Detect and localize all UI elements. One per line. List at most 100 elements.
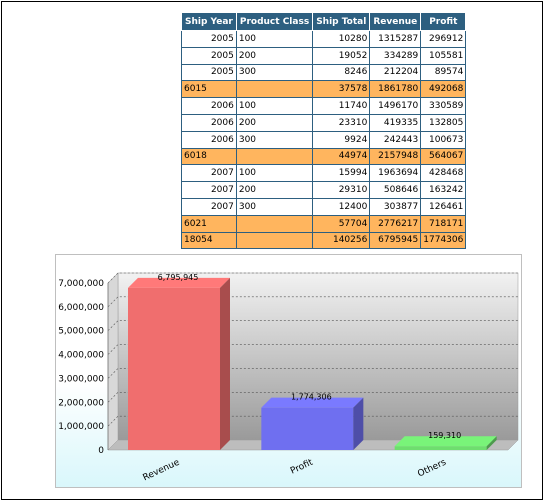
header-profit[interactable]: Profit (420, 12, 467, 31)
header-ship-year[interactable]: Ship Year (181, 12, 237, 31)
header-revenue[interactable]: Revenue (369, 12, 422, 31)
subtotal-row: 18054 140256 6795945 1774306 (181, 231, 467, 250)
bar-others-top (394, 436, 497, 447)
table-row: 2005 300 8246 212204 89574 (181, 63, 467, 82)
x-category-label: Others (416, 458, 448, 480)
bar-others-front (394, 446, 487, 450)
cell-ship-total: 37578 (312, 80, 371, 99)
data-label: 159,310 (428, 431, 461, 440)
cell-ship-year: 2007 (181, 197, 237, 216)
cell-ship-year: 2007 (181, 181, 237, 199)
cell-ship-total: 8246 (312, 63, 371, 82)
cell-product-class: 100 (235, 164, 314, 183)
cell-ship-total: 15994 (312, 164, 371, 183)
subtotal-row: 6021 57704 2776217 718171 (181, 214, 467, 233)
cell-revenue: 2157948 (369, 147, 422, 166)
cell-profit: 428468 (420, 164, 467, 183)
cell-profit: 564067 (420, 147, 467, 166)
cell-ship-total: 10280 (312, 30, 371, 48)
cell-ship-total: 140256 (312, 231, 371, 250)
plot-left-wall (107, 272, 119, 451)
table-row: 2007 300 12400 303877 126461 (181, 197, 467, 216)
gridline (107, 415, 518, 427)
cell-profit: 296912 (420, 30, 467, 48)
cell-revenue: 1315287 (369, 30, 422, 48)
cell-product-class (235, 147, 314, 166)
cell-revenue: 6795945 (369, 231, 422, 250)
cell-profit: 1774306 (420, 231, 467, 250)
cell-profit: 100673 (420, 130, 467, 149)
data-label: 6,795,945 (158, 273, 199, 282)
table-row: 2007 200 29310 508646 163242 (181, 181, 467, 199)
header-product-class[interactable]: Product Class (235, 12, 314, 31)
subtotal-row: 6018 44974 2157948 564067 (181, 147, 467, 166)
cell-profit: 330589 (420, 97, 467, 115)
cell-product-class: 200 (235, 113, 314, 132)
cell-ship-year: 2005 (181, 63, 237, 82)
y-tick-label: 3,000,000 (58, 374, 104, 384)
cell-revenue: 2776217 (369, 214, 422, 233)
report-table: Ship Year Product Class Ship Total Reven… (181, 12, 467, 250)
bar-revenue-front (128, 287, 220, 450)
cell-product-class: 100 (235, 97, 314, 115)
table-row: 2005 100 10280 1315287 296912 (181, 30, 467, 48)
cell-revenue: 508646 (369, 181, 422, 199)
cell-product-class: 100 (235, 30, 314, 48)
gridline (107, 272, 518, 284)
table-body: 2005 100 10280 1315287 296912 2005 200 19052 334… (181, 30, 467, 250)
chart-panel: 0 1,000,000 2,000,000 3,000,000 4,000,000 5,0… (55, 254, 522, 488)
cell-ship-year: 2006 (181, 97, 237, 115)
cell-revenue: 1496170 (369, 97, 422, 115)
cell-ship-year: 2006 (181, 113, 237, 132)
subtotal-row: 6015 37578 1861780 492068 (181, 80, 467, 99)
cell-ship-year: 6021 (181, 214, 237, 233)
y-tick-label: 1,000,000 (58, 422, 104, 432)
cell-profit: 89574 (420, 63, 467, 82)
gridline (107, 391, 518, 403)
cell-profit: 126461 (420, 197, 467, 216)
gridline (107, 344, 518, 355)
cell-product-class: 200 (235, 181, 314, 199)
cell-profit: 718171 (420, 214, 467, 233)
cell-ship-year: 2006 (181, 130, 237, 149)
x-category-label: Revenue (142, 457, 182, 483)
bar-profit-front (261, 407, 354, 450)
table-row: 2005 200 19052 334289 105581 (181, 46, 467, 65)
cell-revenue: 419335 (369, 113, 422, 132)
bar-profit-side (353, 397, 364, 450)
data-label: 1,774,306 (291, 393, 332, 402)
y-tick-label: 7,000,000 (58, 279, 104, 289)
table-row: 2006 300 9924 242443 100673 (181, 130, 467, 149)
cell-revenue: 334289 (369, 46, 422, 65)
cell-ship-year: 6018 (181, 147, 237, 166)
cell-ship-total: 9924 (312, 130, 371, 149)
cell-profit: 105581 (420, 46, 467, 65)
cell-product-class: 300 (235, 197, 314, 216)
x-category-label: Profit (289, 457, 315, 476)
cell-ship-total: 29310 (312, 181, 371, 199)
gridline (107, 320, 518, 331)
cell-ship-year: 2005 (181, 46, 237, 65)
cell-profit: 132805 (420, 113, 467, 132)
cell-product-class: 300 (235, 63, 314, 82)
cell-ship-year: 2007 (181, 164, 237, 183)
y-tick-label: 4,000,000 (58, 351, 104, 361)
cell-ship-year: 18054 (181, 231, 237, 250)
bar-revenue-top (128, 277, 230, 288)
bar-revenue-side (220, 277, 230, 450)
cell-revenue: 1963694 (369, 164, 422, 183)
gridline (107, 296, 518, 308)
cell-revenue: 212204 (369, 63, 422, 82)
cell-ship-total: 11740 (312, 97, 371, 115)
table-row: 2007 100 15994 1963694 428468 (181, 164, 467, 183)
gridline (107, 368, 518, 379)
cell-revenue: 303877 (369, 197, 422, 216)
header-ship-total[interactable]: Ship Total (312, 12, 371, 31)
y-tick-label: 6,000,000 (58, 303, 104, 313)
cell-ship-total: 12400 (312, 197, 371, 216)
cell-profit: 163242 (420, 181, 467, 199)
y-tick-label: 2,000,000 (58, 398, 104, 408)
cell-product-class (235, 214, 314, 233)
cell-product-class (235, 80, 314, 99)
